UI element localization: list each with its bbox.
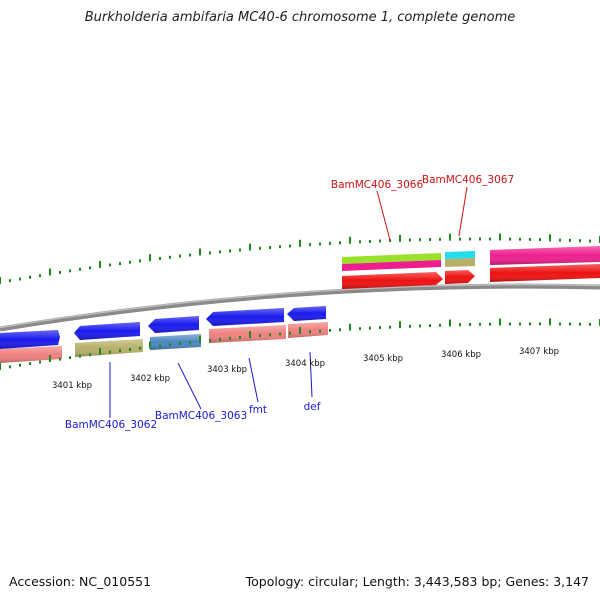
gene-block-blue-3[interactable] — [148, 316, 199, 333]
cds-block-magenta-1[interactable] — [342, 260, 441, 271]
cds-block-pink-2[interactable] — [209, 325, 286, 343]
chromosome-backbone — [0, 283, 600, 332]
leader-line-fmt — [248, 357, 259, 403]
scale-label-3402: 3402 kbp — [130, 374, 170, 384]
gene-label-3066[interactable]: BamMC406_3066 — [331, 179, 424, 191]
gene-label-def[interactable]: def — [304, 401, 321, 413]
gene-block-red-1[interactable] — [342, 272, 443, 289]
map-title: Burkholderia ambifaria MC40-6 chromosome… — [84, 10, 516, 25]
gene-block-blue-1[interactable] — [0, 330, 60, 349]
scale-ticks-upper — [0, 233, 600, 284]
scale-label-3405: 3405 kbp — [363, 354, 403, 364]
cds-block-pink-3[interactable] — [288, 322, 328, 338]
chromosome-backbone-highlight — [0, 283, 600, 329]
cds-block-magenta-2[interactable] — [490, 246, 600, 265]
gene-label-3063[interactable]: BamMC406_3063 — [155, 410, 247, 422]
cds-block-khaki[interactable] — [445, 258, 475, 267]
cds-block-cyan[interactable] — [445, 251, 475, 259]
gene-label-fmt[interactable]: fmt — [249, 404, 267, 416]
cds-block-lime[interactable] — [342, 253, 441, 264]
genome-summary-text: Topology: circular; Length: 3,443,583 bp… — [245, 574, 589, 589]
scale-label-3403: 3403 kbp — [207, 365, 247, 375]
gene-label-3067[interactable]: BamMC406_3067 — [422, 174, 514, 186]
leader-line-3066 — [376, 190, 391, 241]
accession-text: Accession: NC_010551 — [9, 574, 152, 589]
gene-block-blue-2[interactable] — [74, 322, 140, 340]
scale-label-3406: 3406 kbp — [441, 350, 481, 360]
leader-line-def — [309, 351, 313, 398]
cds-block-steel[interactable] — [150, 334, 201, 350]
scale-label-3401: 3401 kbp — [52, 381, 92, 391]
cds-block-olive[interactable] — [75, 339, 143, 357]
gene-label-3062[interactable]: BamMC406_3062 — [65, 419, 157, 431]
gene-block-red-2[interactable] — [445, 270, 475, 284]
cds-block-pink-1[interactable] — [0, 346, 62, 363]
leader-line-3067 — [458, 186, 468, 237]
scale-ticks-lower — [0, 318, 600, 370]
leader-line-3063 — [177, 362, 202, 410]
gene-block-blue-5[interactable] — [287, 306, 326, 321]
scale-label-3404: 3404 kbp — [285, 359, 325, 369]
scale-label-3407: 3407 kbp — [519, 347, 559, 357]
gene-block-blue-4[interactable] — [206, 308, 284, 326]
gene-block-red-3[interactable] — [490, 264, 600, 282]
